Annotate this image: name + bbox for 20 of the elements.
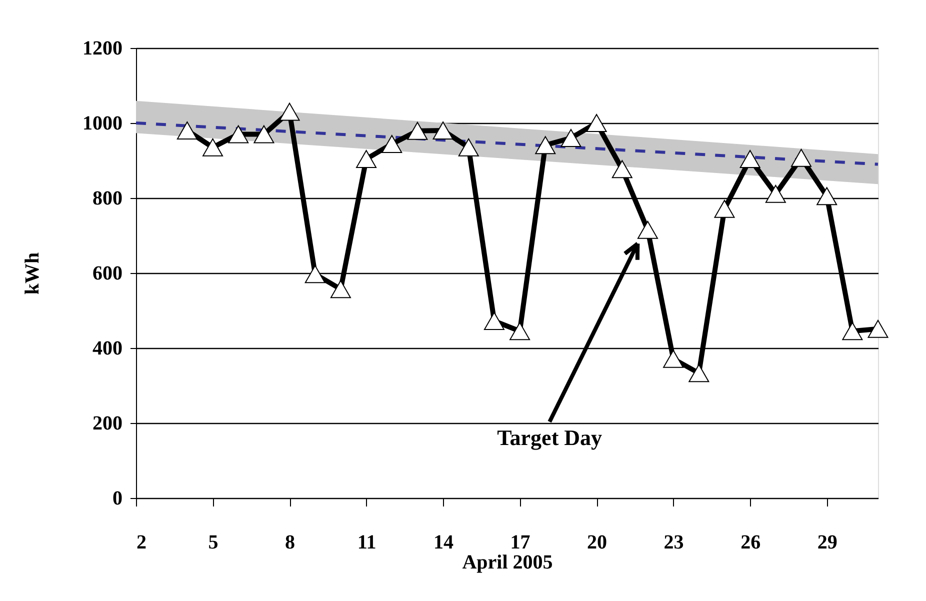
y-tick-label: 1000 <box>82 112 122 134</box>
x-tick-label: 20 <box>587 532 608 554</box>
x-tick-label: 8 <box>285 532 296 554</box>
x-tick-label: 26 <box>740 532 761 554</box>
x-tick-label: 2 <box>136 532 146 554</box>
x-tick-label: 17 <box>510 532 530 554</box>
x-tick-label: 23 <box>664 532 684 554</box>
x-tick-label: 29 <box>817 532 838 554</box>
y-tick-label: 0 <box>112 488 122 510</box>
y-tick-label: 1200 <box>82 38 122 60</box>
y-tick-label: 600 <box>92 262 122 284</box>
annotation: Target Day <box>497 424 602 450</box>
y-tick-label: 800 <box>92 188 122 210</box>
x-axis-title: April 2005 <box>462 552 553 574</box>
y-tick-label: 200 <box>92 412 122 434</box>
x-tick-label: 14 <box>434 532 454 554</box>
y-tick-label: 400 <box>92 338 122 360</box>
x-tick-label: 5 <box>208 532 218 554</box>
x-tick-label: 11 <box>357 532 376 554</box>
y-axis-title: kWh <box>22 252 44 295</box>
